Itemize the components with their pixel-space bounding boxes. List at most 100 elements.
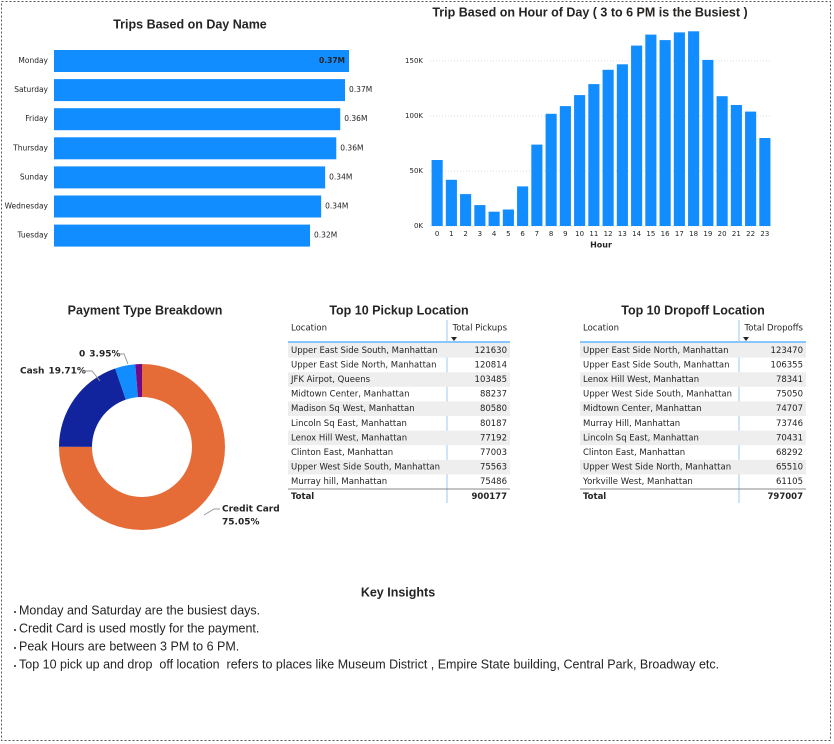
row-band <box>580 372 806 387</box>
bullet <box>14 665 16 667</box>
total-label: Total <box>583 492 606 502</box>
bar <box>631 45 643 226</box>
cell: Lenox Hill West, Manhattan <box>291 433 407 443</box>
leader <box>203 508 220 516</box>
leader <box>82 370 101 382</box>
cell: 106355 <box>771 360 803 370</box>
x-tick-label: 16 <box>661 230 670 238</box>
y-tick-label: Monday <box>18 56 48 65</box>
cell: 80187 <box>480 419 507 429</box>
bar <box>716 96 728 226</box>
slice-value: 75.05% <box>222 518 260 528</box>
slice-value: 3.95% <box>89 350 120 360</box>
cell: Upper West Side South, Manhattan <box>291 463 440 473</box>
cell: Lincoln Sq East, Manhattan <box>291 419 407 429</box>
slice-label: 0 <box>79 350 85 360</box>
bar <box>545 113 557 226</box>
data-label: 0.34M <box>329 172 352 181</box>
bullet <box>14 647 16 649</box>
bar <box>460 194 472 226</box>
row-band <box>288 372 510 387</box>
x-tick-label: 18 <box>689 230 698 238</box>
bar <box>54 108 341 131</box>
bar <box>54 137 337 160</box>
cell: Upper East Side South, Manhattan <box>291 346 437 356</box>
row-band <box>580 343 806 358</box>
cell: Murray Hill, Manhattan <box>583 419 680 429</box>
bar <box>502 209 514 226</box>
cell: 88237 <box>480 390 507 400</box>
bar <box>517 186 529 226</box>
x-tick-label: 15 <box>646 230 655 238</box>
bar <box>745 111 757 226</box>
bar <box>54 166 326 189</box>
bar <box>730 105 742 226</box>
donut-slice <box>135 364 142 398</box>
y-tick-label: 50K <box>410 167 424 175</box>
insight: Credit Card is used mostly for the payme… <box>19 621 259 635</box>
slice-label: Cash <box>20 367 44 377</box>
row-band <box>288 401 510 416</box>
y-tick-label: 100K <box>405 112 423 120</box>
x-tick-label: 5 <box>506 230 510 238</box>
bullet <box>14 611 16 613</box>
x-tick-label: 8 <box>549 230 553 238</box>
table-title: Top 10 Pickup Location <box>329 303 468 317</box>
cell: Lenox Hill West, Manhattan <box>583 375 699 385</box>
cell: 74707 <box>776 404 803 414</box>
cell: 75563 <box>480 463 507 473</box>
bar <box>559 106 571 226</box>
x-tick-label: 10 <box>575 230 584 238</box>
cell: 123470 <box>771 346 803 356</box>
y-tick-label: Friday <box>25 114 48 123</box>
x-axis-label: Hour <box>590 241 612 250</box>
slice-value: 19.71% <box>48 367 86 377</box>
row-band <box>580 430 806 446</box>
cell: 68292 <box>776 448 803 458</box>
data-label: 0.36M <box>340 143 363 152</box>
data-label: 0.36M <box>344 114 367 123</box>
cell: Murray hill, Manhattan <box>291 477 387 487</box>
x-tick-label: 11 <box>589 230 598 238</box>
x-tick-label: 22 <box>746 230 755 238</box>
x-tick-label: 6 <box>520 230 525 238</box>
column-header: Total Dropoffs <box>744 324 804 334</box>
bar <box>574 95 586 226</box>
y-tick-label: Saturday <box>14 85 48 94</box>
cell: Upper East Side South, Manhattan <box>583 360 729 370</box>
cell: 121630 <box>475 346 507 356</box>
insights-title: Key Insights <box>361 585 435 599</box>
cell: 73746 <box>776 419 803 429</box>
bar <box>431 160 443 226</box>
x-tick-label: 14 <box>632 230 641 238</box>
x-tick-label: 12 <box>604 230 613 238</box>
data-label: 0.37M <box>349 85 372 94</box>
total-label: Total <box>291 492 314 502</box>
y-tick-label: Wednesday <box>5 202 49 211</box>
cell: 75050 <box>776 390 803 400</box>
cell: JFK Airpot, Queens <box>290 375 371 385</box>
cell: Yorkville West, Manhattan <box>582 477 693 487</box>
x-tick-label: 4 <box>492 230 497 238</box>
cell: 78341 <box>776 375 803 385</box>
cell: 77192 <box>480 433 507 443</box>
y-tick-label: 150K <box>405 57 423 65</box>
y-tick-label: Thursday <box>12 143 48 152</box>
bar <box>588 84 600 226</box>
cell: Midtown Center, Manhattan <box>291 390 409 400</box>
bar <box>54 50 349 72</box>
cell: Upper West Side South, Manhattan <box>583 390 732 400</box>
row-band <box>580 401 806 416</box>
bar <box>54 79 346 102</box>
column-header: Location <box>291 324 327 334</box>
donut-slice <box>59 368 126 447</box>
x-tick-label: 21 <box>732 230 741 238</box>
cell: Madison Sq West, Manhattan <box>291 404 415 414</box>
bar <box>54 195 322 218</box>
sort-arrow <box>451 337 457 341</box>
y-tick-label: 0K <box>414 222 423 230</box>
bar <box>602 69 614 226</box>
cell: Upper East Side North, Manhattan <box>583 346 729 356</box>
bar <box>616 64 628 226</box>
x-tick-label: 20 <box>718 230 727 238</box>
